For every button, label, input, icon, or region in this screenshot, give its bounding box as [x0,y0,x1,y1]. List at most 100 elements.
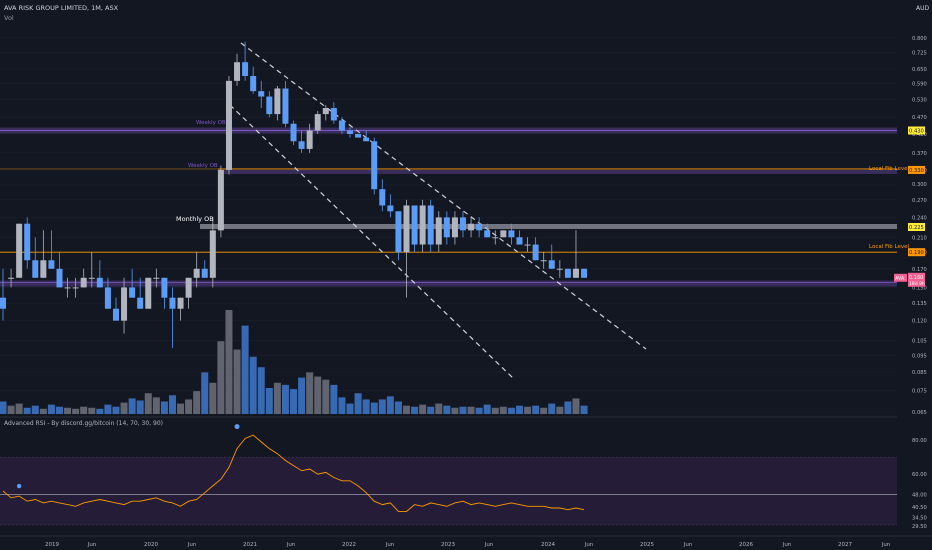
volume-bar [346,403,354,414]
volume-bar [435,403,443,414]
volume-bar [233,349,241,414]
volume-bar [290,389,298,414]
rsi-tick: 80.00 [912,438,927,444]
volume-bar [532,405,540,414]
rsi-line [2,434,585,512]
rsi-title: Advanced RSI - By discord.gg/bitcoin (14… [4,420,163,427]
candle-body [40,260,47,278]
candle-body [217,169,224,231]
volume-bar [370,402,378,414]
candle-body [129,287,136,298]
volume-bar [136,400,144,414]
candle-body [532,244,539,261]
time-tick: Jun [87,542,97,548]
candle-body [48,260,55,269]
volume-bar [322,379,330,414]
candle-body [363,137,370,142]
tag-symbol: AVA [895,276,905,282]
volume-bar [47,404,55,414]
time-tick: 2027 [838,542,852,548]
volume-bar [265,388,273,414]
candle-body [137,297,144,309]
volume-bar [548,403,556,414]
candle-body [72,287,79,289]
volume-bar [7,405,15,414]
candle-body [443,217,450,238]
local-fib-label-1: Local Fib Level [869,166,910,172]
volume-bar [394,401,402,414]
candle-body [161,277,168,298]
volume-bar [378,399,386,414]
candle-body [242,62,249,76]
volume-bar [483,404,491,414]
tag-zone-top: 0.430 [909,128,924,134]
candle-body [548,260,555,269]
candle-body [508,230,515,238]
volume-bar [354,393,362,414]
level-zones [0,127,897,287]
monthly-ob-band [200,223,897,229]
tag-fib-upper-bg [908,165,925,174]
volume-bar [524,406,532,414]
candle-body [258,91,265,97]
volume-bars [0,310,588,414]
candle-body [347,130,354,135]
volume-bar [572,398,580,414]
volume-bar [515,405,523,414]
chart-title: AVA RISK GROUP LIMITED, 1M, ASX [4,4,119,12]
price-tick: 0.800 [912,36,927,42]
volume-bar [281,384,289,414]
weekly-ob-zone-2 [218,169,897,174]
time-tick: 2024 [541,542,555,548]
candle-body [330,108,337,121]
candle-body [435,217,442,245]
candle-body [314,114,321,131]
volume-bar [104,404,112,414]
candle-body [112,308,119,321]
volume-bar [298,377,306,414]
volume-bar [419,404,427,414]
price-tick: 0.095 [912,353,927,359]
candle-body [298,141,305,149]
tag-fib-lower: 0.190 [909,250,924,256]
volume-bar [443,405,451,414]
candle-body [234,62,241,81]
volume-label: Vol [4,14,14,22]
candle-body [387,205,394,212]
channel-lower-line[interactable] [229,104,515,380]
price-tick: 0.065 [912,410,927,416]
candle-body [516,237,523,245]
volume-bar [411,406,419,414]
candle-body [56,268,63,288]
candle-body [169,297,176,309]
volume-bar [499,406,507,414]
channel-upper-line[interactable] [240,42,647,350]
rsi-tick: 29.50 [912,524,927,530]
price-tick: 0.210 [912,235,927,241]
price-tick: 0.270 [912,198,927,204]
candle-body [500,230,507,238]
volume-bar [96,408,104,414]
volume-bar [249,356,257,414]
time-tick: Jun [484,542,494,548]
candle-body [121,287,128,321]
candle-body [395,211,402,253]
price-tick: 0.120 [912,319,927,325]
candle-body [282,88,289,124]
candle-body [572,268,579,278]
volume-bar [330,384,338,414]
candle-body [355,134,362,138]
candle-body [104,287,111,309]
volume-bar [556,406,564,414]
volume-bar [257,367,265,414]
volume-bar [177,403,185,414]
price-tick: 0.725 [912,51,927,57]
time-tick: Jun [286,542,296,548]
candle-body [540,260,547,262]
volume-bar [15,403,23,414]
volume-bar [427,406,435,414]
price-tick: 0.420 [912,132,927,138]
volume-bar [144,393,152,414]
time-tick: 2021 [243,542,257,548]
